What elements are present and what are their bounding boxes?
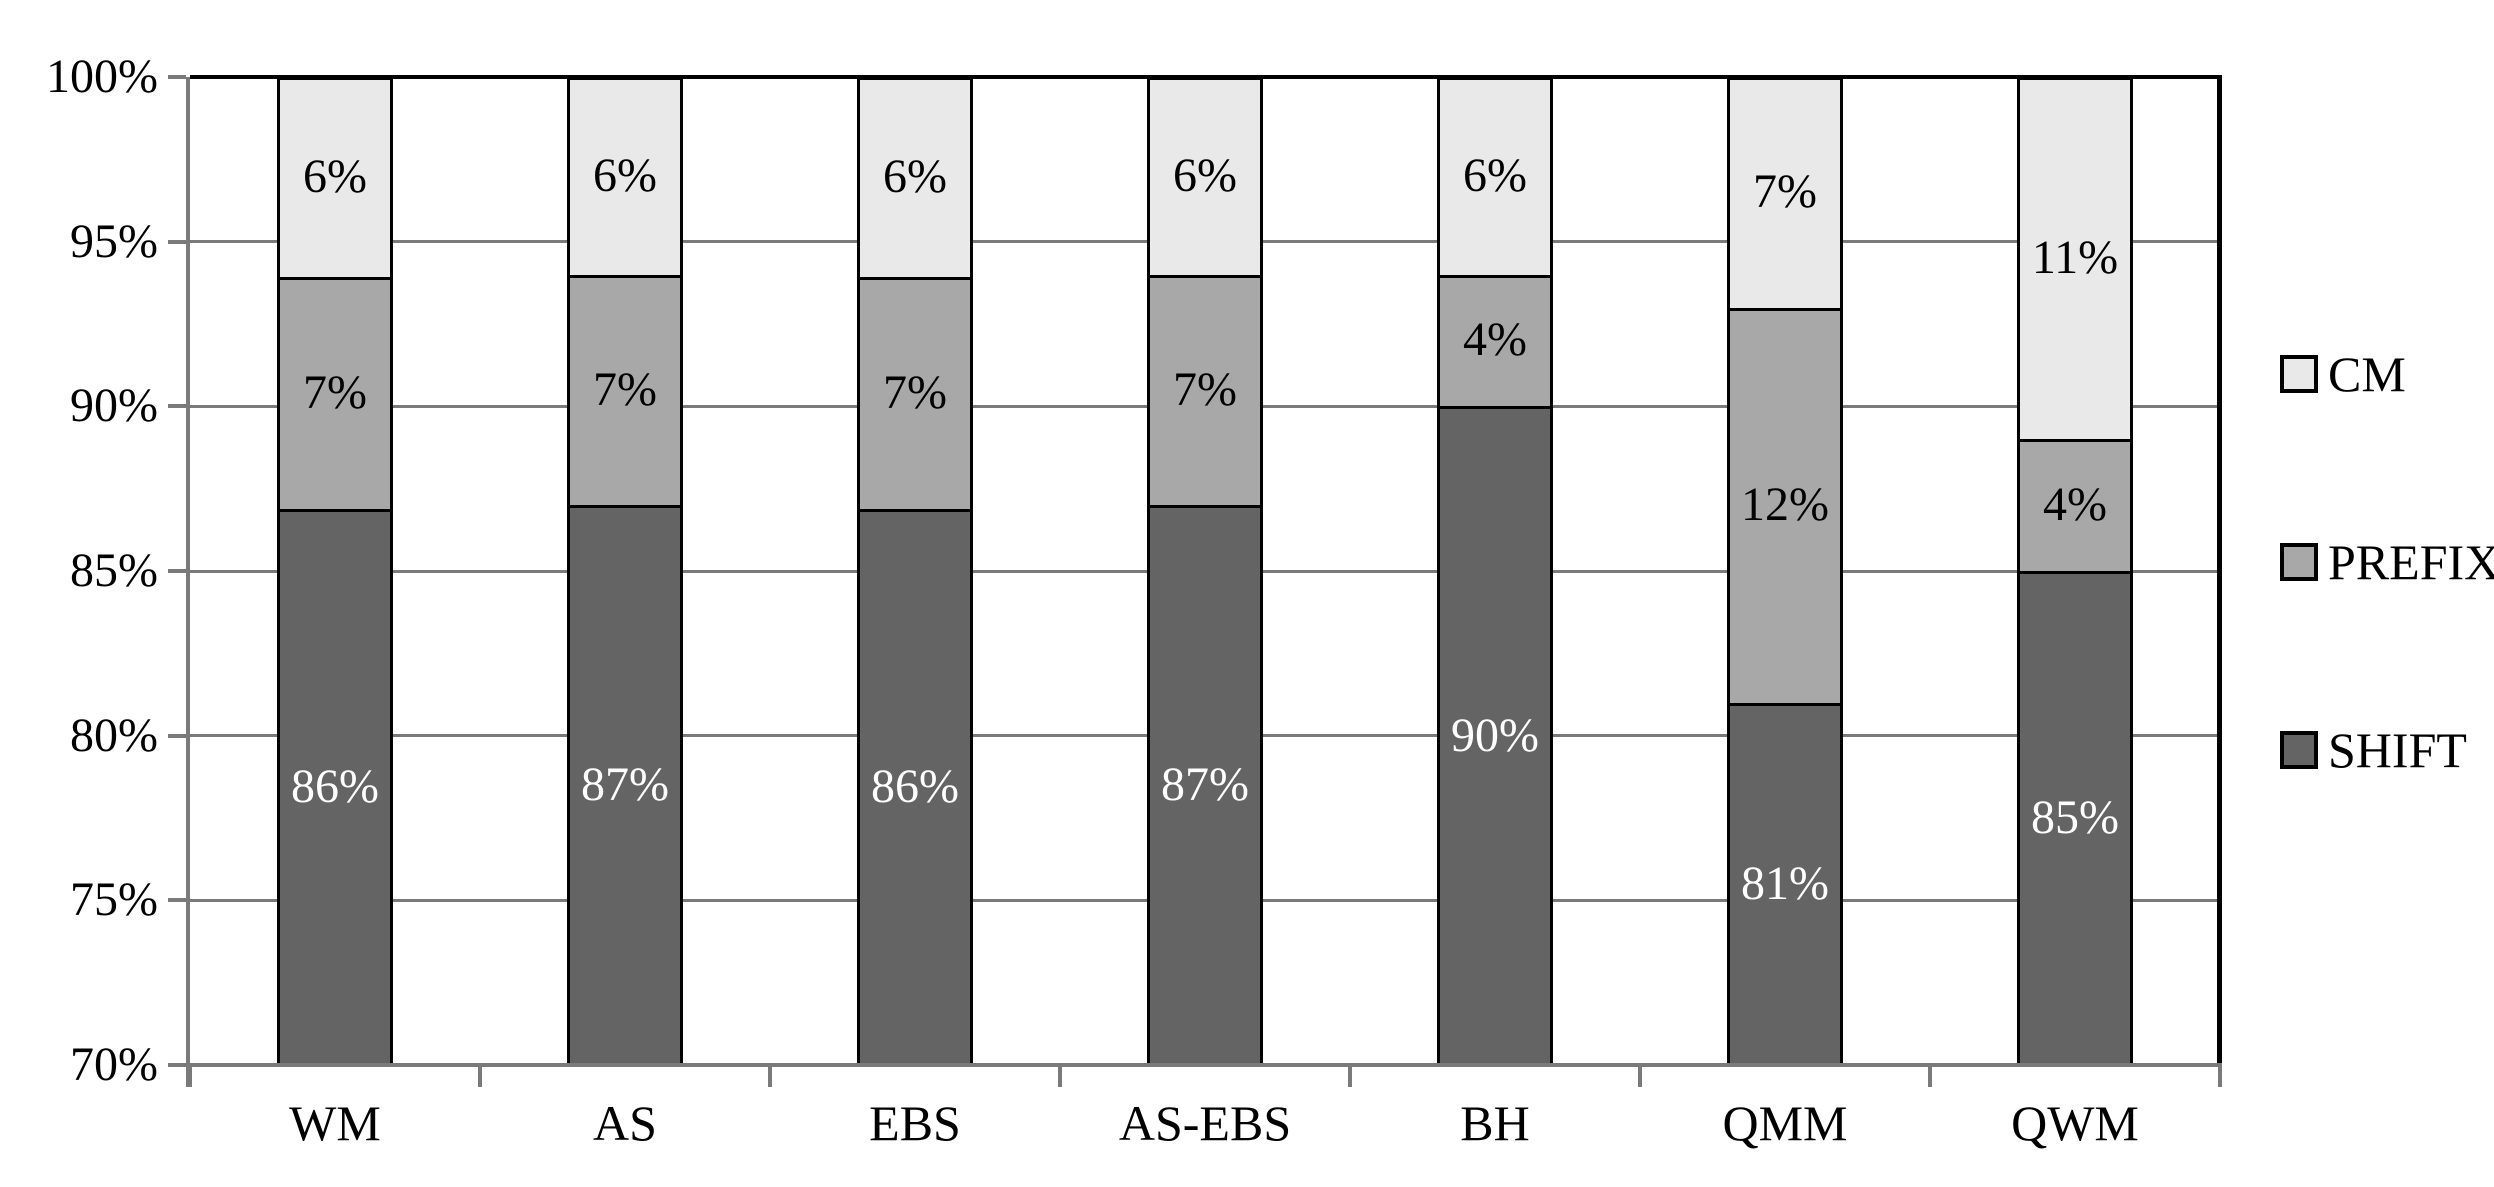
y-axis-line: [186, 77, 190, 1087]
bar-segment-shift: [2020, 571, 2130, 1065]
bar-segment-prefix: [2020, 439, 2130, 571]
y-tick-label: 75%: [70, 873, 158, 927]
x-category-label: BH: [1460, 1095, 1530, 1151]
plot-frame-top: [190, 75, 2220, 79]
bar-segment-prefix: [1730, 307, 1840, 703]
y-tick-label: 70%: [70, 1038, 158, 1091]
bar-segment-shift: [1730, 702, 1840, 1065]
x-axis-tick: [1348, 1065, 1352, 1087]
bar-qwm: 85% 4% 11%: [2017, 77, 2133, 1065]
x-axis-tick: [1928, 1065, 1932, 1087]
bar-label-prefix: 12%: [1741, 478, 1829, 532]
x-axis-tick: [2218, 1065, 2222, 1087]
bar-segment-prefix: [860, 276, 970, 510]
bar-label-cm: 6%: [593, 148, 657, 202]
bar-bh: 90% 4% 6%: [1437, 77, 1553, 1065]
bar-label-shift: 87%: [1161, 758, 1249, 812]
bar-label-cm: 6%: [883, 149, 947, 203]
bar-label-prefix: 7%: [303, 366, 367, 420]
x-category-label: EBS: [869, 1095, 961, 1151]
x-category-label: AS-EBS: [1118, 1095, 1292, 1151]
bar-segment-prefix: [1440, 274, 1550, 407]
bar-segment-prefix: [570, 274, 680, 506]
legend-item-cm: CM: [2280, 344, 2406, 404]
bar-label-shift: 90%: [1451, 708, 1539, 762]
x-axis-tick: [768, 1065, 772, 1087]
bar-label-prefix: 7%: [1173, 362, 1237, 416]
bar-segment-cm: [860, 77, 970, 277]
x-axis-tick: [1058, 1065, 1062, 1087]
bar-ebs: 86% 7% 6%: [857, 77, 973, 1065]
y-axis-tick: [168, 404, 186, 409]
y-tick-label: 95%: [70, 214, 158, 268]
bar-label-cm: 6%: [1463, 148, 1527, 202]
bar-segment-prefix: [280, 276, 390, 510]
legend-swatch-prefix: [2280, 543, 2318, 581]
x-category-label: QWM: [2011, 1095, 2139, 1151]
y-axis-tick: [168, 733, 186, 738]
x-axis-tick: [478, 1065, 482, 1087]
x-category-label: AS: [593, 1095, 657, 1151]
bar-as-ebs: 87% 7% 6%: [1147, 77, 1263, 1065]
bar-label-cm: 7%: [1753, 165, 1817, 219]
bar-label-shift: 85%: [2031, 791, 2119, 844]
y-axis-tick: [168, 569, 186, 573]
bar-segment-cm: [570, 77, 680, 275]
y-tick-label: 80%: [70, 708, 158, 762]
x-axis-line: [173, 1063, 2222, 1067]
x-axis-tick: [1638, 1065, 1642, 1087]
bar-label-cm: 11%: [2031, 231, 2119, 285]
y-axis-tick: [168, 239, 186, 244]
x-axis-tick: [188, 1065, 192, 1087]
bar-segment-cm: [2020, 77, 2130, 440]
y-axis-tick: [168, 75, 186, 79]
legend-item-shift: SHIFT: [2280, 720, 2467, 780]
bar-label-cm: 6%: [1173, 148, 1237, 202]
bar-label-cm: 6%: [303, 149, 367, 203]
legend-label-cm: CM: [2328, 346, 2406, 402]
y-axis-tick: [168, 898, 186, 903]
legend-label-prefix: PREFIX: [2328, 534, 2494, 590]
y-tick-label: 90%: [70, 379, 158, 433]
x-category-label: QMM: [1722, 1095, 1848, 1151]
legend-label-shift: SHIFT: [2328, 722, 2467, 778]
bar-label-shift: 81%: [1741, 856, 1829, 910]
x-category-label: WM: [289, 1095, 381, 1151]
y-tick-label: 85%: [70, 544, 158, 597]
bar-as: 87% 7% 6%: [567, 77, 683, 1065]
bar-label-shift: 86%: [871, 760, 959, 814]
bar-segment-shift: [1440, 406, 1550, 1065]
bar-label-prefix: 4%: [2043, 478, 2107, 532]
bar-segment-shift: [280, 509, 390, 1065]
bar-label-shift: 87%: [581, 758, 669, 812]
bar-segment-shift: [570, 505, 680, 1065]
bar-label-prefix: 4%: [1463, 313, 1527, 367]
bar-wm: 86% 7% 6%: [277, 77, 393, 1065]
y-tick-label: 100%: [46, 50, 158, 103]
bar-segment-shift: [860, 509, 970, 1065]
bar-segment-cm: [1440, 77, 1550, 275]
legend-item-prefix: PREFIX: [2280, 532, 2494, 592]
bar-label-shift: 86%: [291, 760, 379, 814]
bar-label-prefix: 7%: [883, 366, 947, 420]
bar-label-prefix: 7%: [593, 362, 657, 416]
legend-swatch-shift: [2280, 731, 2318, 769]
bar-segment-prefix: [1150, 274, 1260, 506]
bar-segment-shift: [1150, 505, 1260, 1065]
legend-swatch-cm: [2280, 355, 2318, 393]
bar-segment-cm: [280, 77, 390, 277]
bar-qmm: 81% 12% 7%: [1727, 77, 1843, 1065]
plot-frame-right: [2217, 75, 2222, 1067]
